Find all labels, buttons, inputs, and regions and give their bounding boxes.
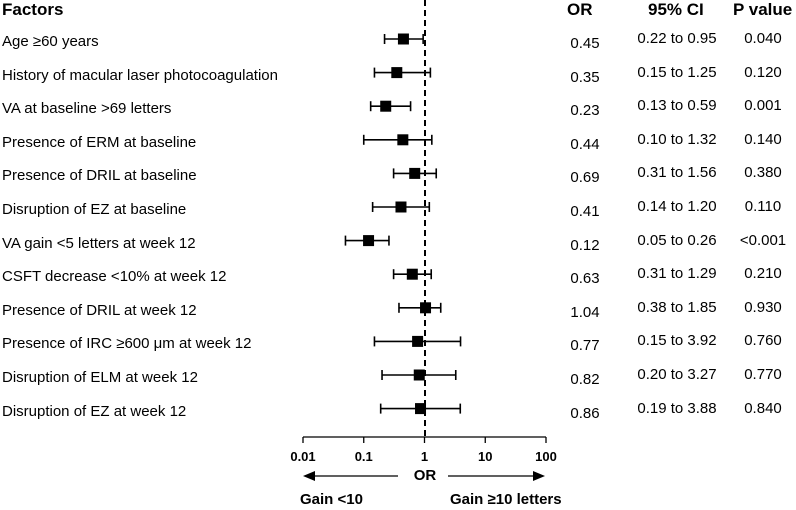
factor-label: Disruption of EZ at baseline bbox=[2, 201, 187, 218]
header-p-value: P value bbox=[733, 0, 793, 19]
p-value: 0.930 bbox=[744, 299, 782, 316]
or-value: 0.41 bbox=[570, 203, 600, 220]
ci-value: 0.14 to 1.20 bbox=[637, 198, 717, 215]
x-tick-label: 1 bbox=[421, 449, 428, 464]
or-value: 0.63 bbox=[570, 270, 600, 287]
factor-label: VA at baseline >69 letters bbox=[2, 100, 172, 117]
p-value: 0.380 bbox=[744, 164, 782, 181]
header-or: OR bbox=[567, 0, 593, 19]
or-value: 0.82 bbox=[570, 371, 600, 388]
factor-label: Presence of IRC ≥600 μm at week 12 bbox=[2, 335, 252, 352]
p-value: <0.001 bbox=[739, 232, 787, 249]
x-axis-ticks: 0.01 0.1 1 10 100 bbox=[290, 437, 557, 464]
x-tick-label: 100 bbox=[535, 449, 557, 464]
or-point bbox=[415, 403, 427, 415]
ci-value: 0.31 to 1.56 bbox=[637, 164, 717, 181]
or-point bbox=[391, 67, 403, 79]
p-value: 0.210 bbox=[744, 265, 782, 282]
or-value: 1.04 bbox=[570, 304, 600, 321]
ci-value: 0.38 to 1.85 bbox=[637, 299, 717, 316]
p-value: 0.840 bbox=[744, 400, 782, 417]
factor-label: Presence of DRIL at week 12 bbox=[2, 302, 197, 319]
or-value: 0.35 bbox=[570, 69, 600, 86]
or-point bbox=[412, 335, 424, 347]
p-value: 0.110 bbox=[744, 198, 782, 215]
right-arrow-label: Gain ≥10 letters bbox=[450, 491, 562, 508]
x-tick-label: 0.1 bbox=[355, 449, 373, 464]
or-value: 0.12 bbox=[570, 237, 600, 254]
p-value: 0.140 bbox=[744, 131, 782, 148]
or-value: 0.69 bbox=[570, 169, 600, 186]
ci-value: 0.15 to 3.92 bbox=[637, 332, 717, 349]
plot-marks bbox=[344, 33, 462, 415]
factor-label: Presence of DRIL at baseline bbox=[2, 167, 197, 184]
or-point bbox=[397, 134, 409, 146]
factor-label: CSFT decrease <10% at week 12 bbox=[2, 268, 227, 285]
left-arrow-head bbox=[303, 471, 315, 481]
ci-value: 0.10 to 1.32 bbox=[637, 131, 717, 148]
or-value: 0.77 bbox=[570, 337, 600, 354]
factor-label: Disruption of EZ at week 12 bbox=[2, 403, 187, 420]
ci-value: 0.15 to 1.25 bbox=[637, 64, 717, 81]
or-point bbox=[395, 201, 407, 213]
or-value: 0.86 bbox=[570, 405, 600, 422]
ci-value: 0.20 to 3.27 bbox=[637, 366, 717, 383]
header-factors: Factors bbox=[2, 0, 64, 19]
or-point bbox=[406, 268, 418, 280]
p-value: 0.760 bbox=[744, 332, 782, 349]
ci-value: 0.22 to 0.95 bbox=[637, 30, 717, 47]
or-point bbox=[413, 369, 425, 381]
or-value: 0.45 bbox=[570, 35, 600, 52]
x-axis-label: OR bbox=[413, 467, 437, 484]
ci-value: 0.31 to 1.29 bbox=[637, 265, 717, 282]
right-arrow-head bbox=[533, 471, 545, 481]
factor-label: Age ≥60 years bbox=[2, 33, 99, 50]
p-value: 0.040 bbox=[744, 30, 782, 47]
p-value: 0.770 bbox=[744, 366, 782, 383]
ci-value: 0.19 to 3.88 bbox=[637, 400, 717, 417]
p-value: 0.001 bbox=[744, 97, 782, 114]
left-arrow-label: Gain <10 bbox=[300, 491, 363, 508]
factor-label: History of macular laser photocoagulatio… bbox=[2, 67, 278, 84]
x-tick-label: 0.01 bbox=[290, 449, 315, 464]
or-point bbox=[397, 33, 409, 45]
ci-value: 0.05 to 0.26 bbox=[637, 232, 717, 249]
p-value: 0.120 bbox=[744, 64, 782, 81]
or-point bbox=[420, 302, 432, 314]
ci-value: 0.13 to 0.59 bbox=[637, 97, 717, 114]
or-point bbox=[409, 167, 421, 179]
factor-label: VA gain <5 letters at week 12 bbox=[2, 235, 196, 252]
x-tick-label: 10 bbox=[478, 449, 492, 464]
factor-label: Disruption of ELM at week 12 bbox=[2, 369, 198, 386]
factor-label: Presence of ERM at baseline bbox=[2, 134, 197, 151]
or-value: 0.44 bbox=[570, 136, 600, 153]
header-ci: 95% CI bbox=[648, 0, 704, 19]
or-value: 0.23 bbox=[570, 102, 600, 119]
or-point bbox=[363, 235, 375, 247]
or-point bbox=[380, 100, 392, 112]
